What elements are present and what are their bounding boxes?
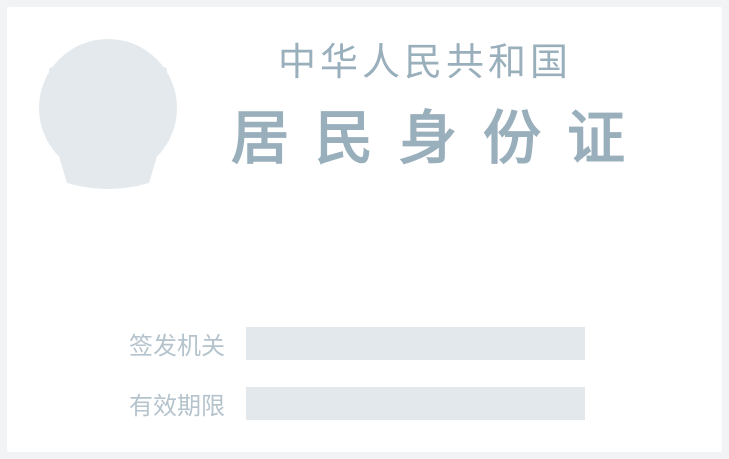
national-emblem-icon <box>39 33 179 193</box>
issuing-authority-label: 签发机关 <box>129 329 244 363</box>
validity-period-field <box>246 387 585 420</box>
validity-period-label: 有效期限 <box>129 389 244 423</box>
id-card-back: 中华人民共和国 居民身份证 签发机关 有效期限 <box>7 7 722 452</box>
country-name: 中华人民共和国 <box>278 39 598 85</box>
issuing-authority-field <box>246 327 585 360</box>
card-title: 居民身份证 <box>231 103 661 173</box>
